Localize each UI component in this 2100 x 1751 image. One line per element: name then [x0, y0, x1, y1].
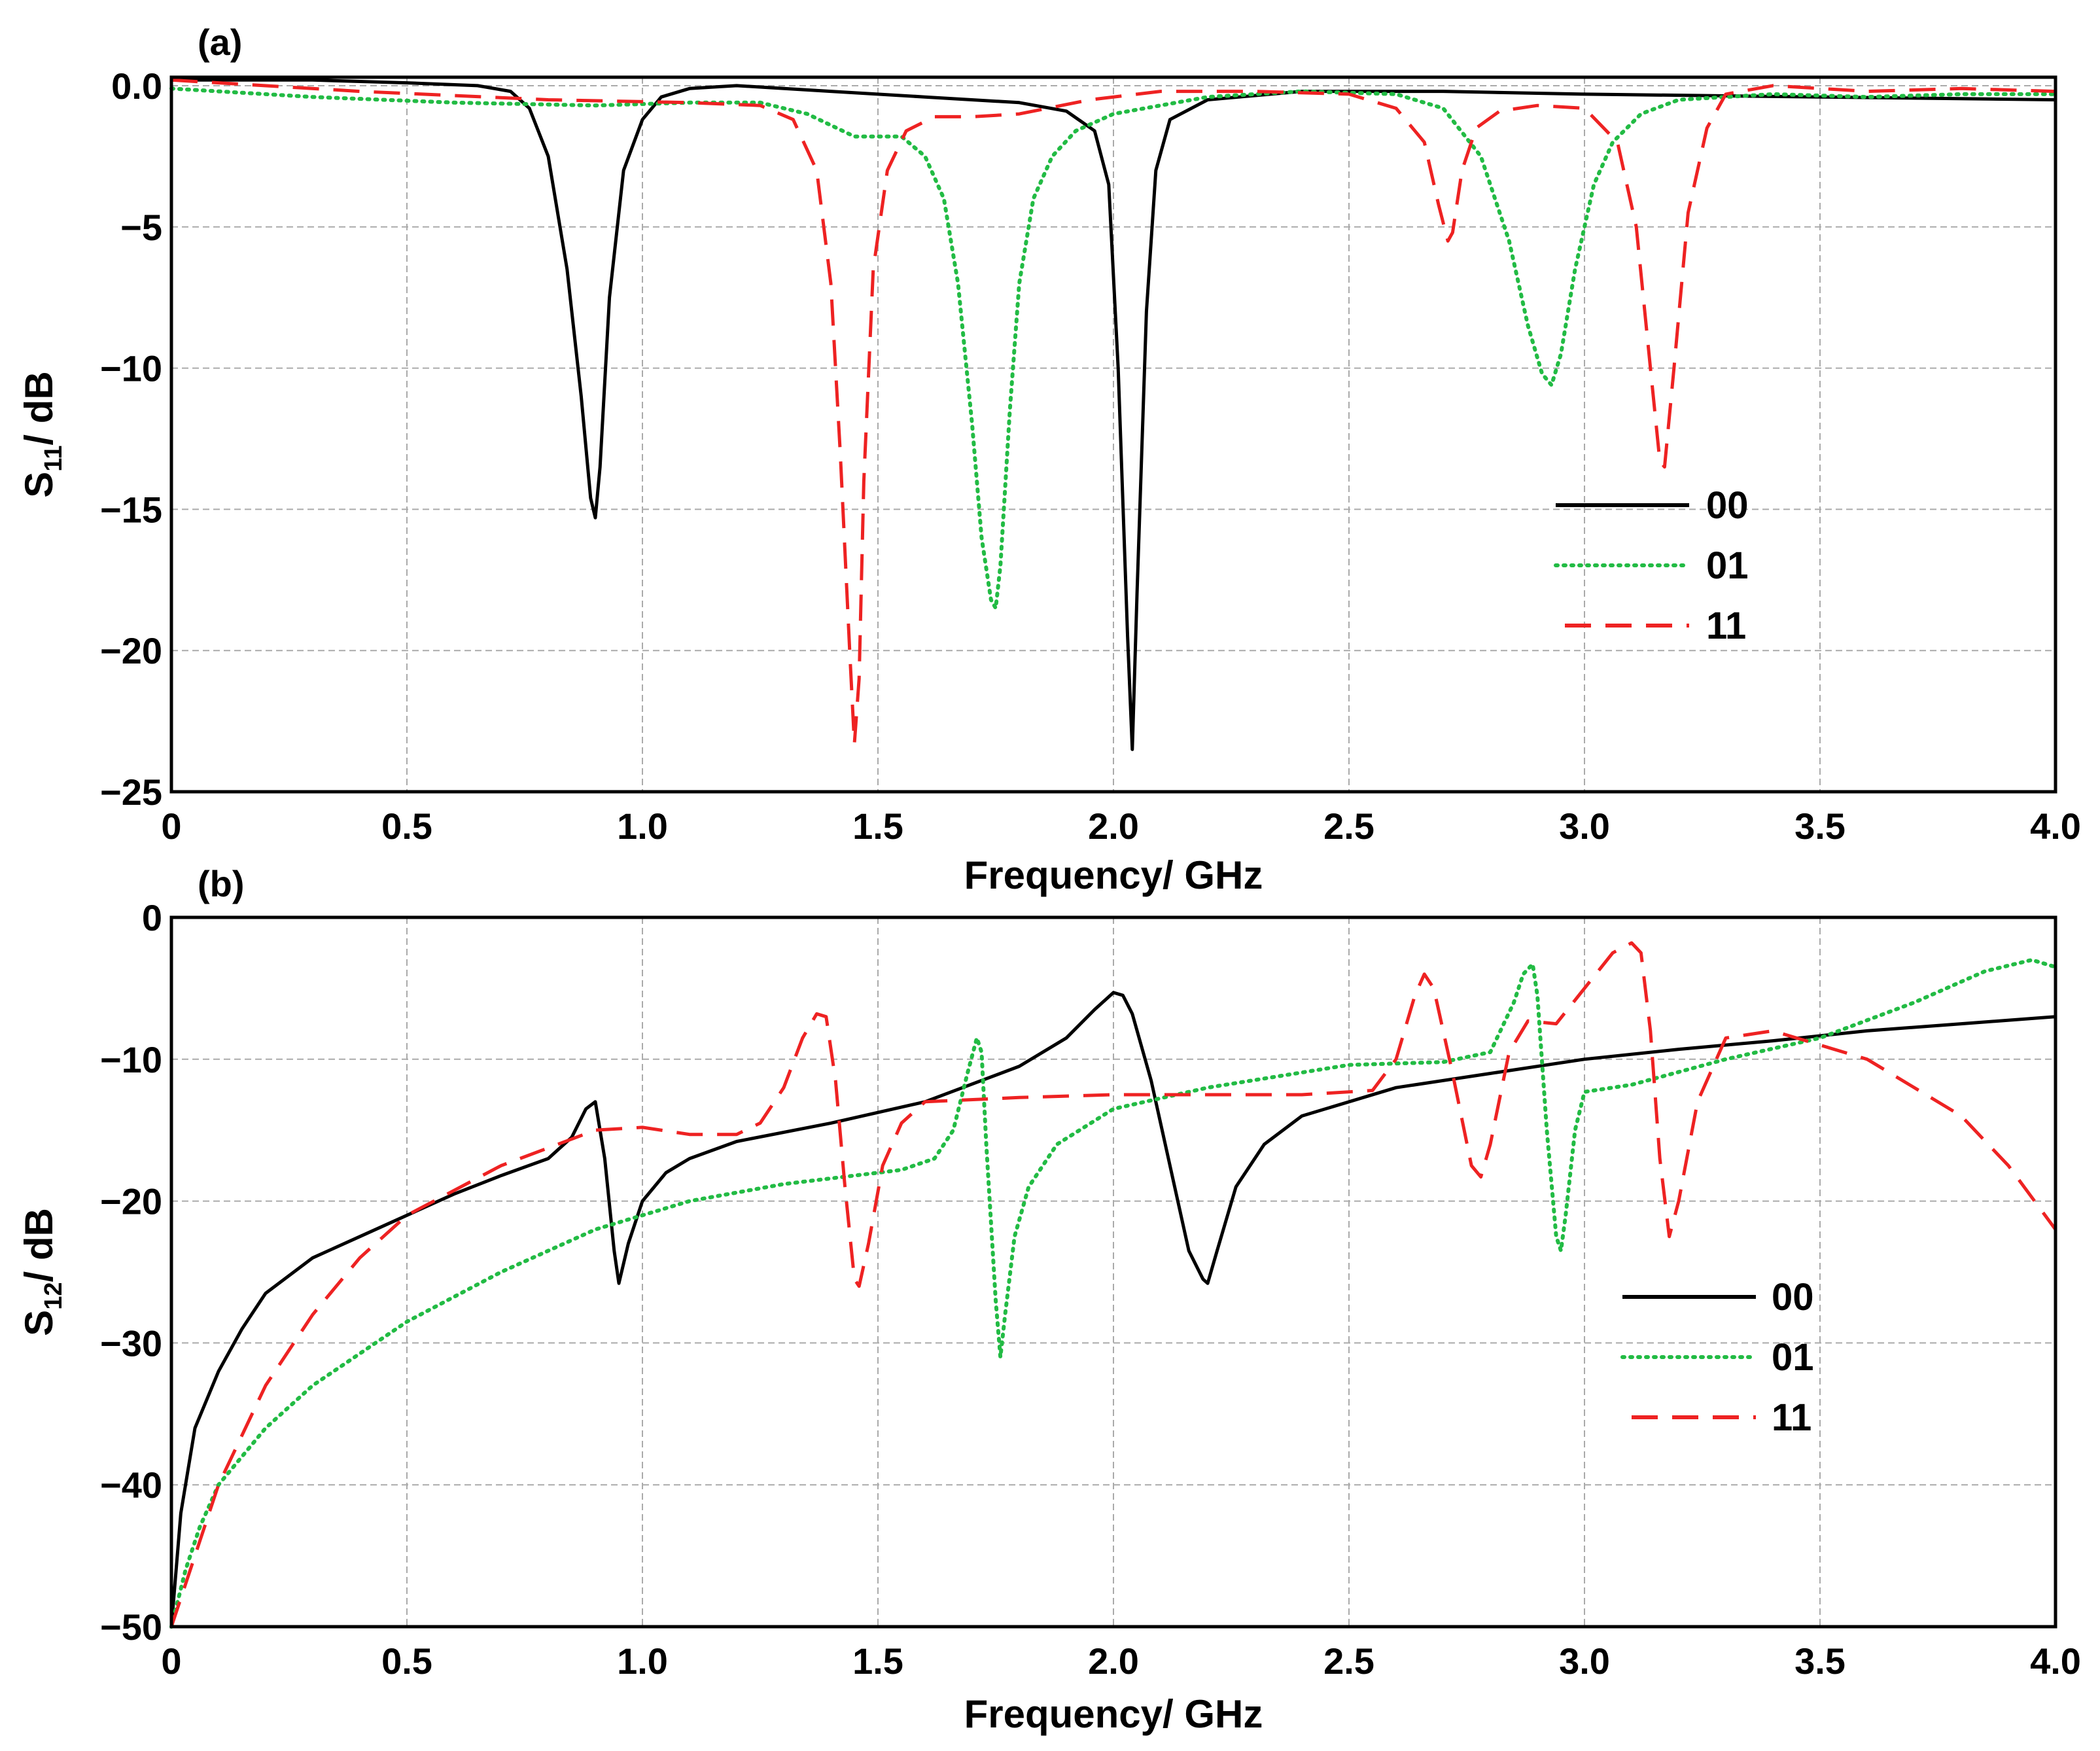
legend-a-label-01: 01	[1706, 544, 1749, 587]
x-tick-label: 3.5	[1794, 805, 1846, 847]
x-tick-label: 2.0	[1088, 805, 1139, 847]
legend-b-item-11: 11	[1632, 1396, 1811, 1439]
x-tick-label: 4.0	[2030, 1640, 2081, 1682]
x-tick-label: 1.0	[617, 1640, 668, 1682]
x-tick-label: 1.5	[852, 805, 903, 847]
y-tick-label: −15	[100, 489, 162, 530]
legend-b-item-00: 00	[1622, 1276, 1814, 1318]
x-tick-label: 0	[161, 805, 181, 847]
panel-b-legend: 00 01 11	[1620, 1276, 1814, 1439]
x-tick-label: 0	[161, 1640, 181, 1682]
x-tick-label: 3.0	[1559, 805, 1610, 847]
panel-a-x-ticks: 0 0.5 1.0 1.5 2.0 2.5 3.0 3.5 4.0	[161, 805, 2081, 847]
y-tick-label: −20	[100, 630, 162, 671]
panel-b-x-ticks: 0 0.5 1.0 1.5 2.0 2.5 3.0 3.5 4.0	[161, 1640, 2081, 1682]
x-tick-label: 0.5	[381, 805, 432, 847]
panel-a-label: (a)	[198, 22, 242, 63]
panel-a-series	[169, 78, 2057, 751]
x-tick-label: 3.5	[1794, 1640, 1846, 1682]
legend-b-label-01: 01	[1772, 1336, 1814, 1379]
panel-b-x-axis-title: Frequency/ GHz	[964, 1692, 1263, 1736]
panel-b: (b) 0 −10 −20 −30 −40 −50 0 0.5 1.0 1.5 2.0 2.5 3.0…	[17, 863, 2081, 1736]
x-tick-label: 2.5	[1323, 805, 1374, 847]
panel-a-legend: 00 01 11	[1554, 484, 1749, 647]
series-line-00	[171, 78, 2056, 751]
panel-a-y-axis-title-main: S	[17, 472, 61, 498]
panel-b-y-axis-title-tail: / dB	[17, 1208, 61, 1282]
panel-b-y-axis-title-sub: 12	[40, 1282, 67, 1310]
legend-a-label-00: 00	[1706, 484, 1749, 527]
panel-b-y-axis-title-main: S	[17, 1310, 61, 1336]
legend-b-label-00: 00	[1772, 1276, 1814, 1318]
panel-b-y-axis-title: S12/ dB	[17, 1208, 67, 1336]
x-tick-label: 2.5	[1323, 1640, 1374, 1682]
panel-a-y-axis-title-sub: 11	[40, 446, 67, 472]
panel-a-y-axis-title: S11/ dB	[17, 371, 67, 498]
x-tick-label: 3.0	[1559, 1640, 1610, 1682]
series-line-01	[169, 958, 2057, 1629]
legend-a-item-01: 01	[1554, 544, 1749, 587]
legend-a-label-11: 11	[1706, 605, 1746, 647]
x-tick-label: 1.0	[617, 805, 668, 847]
legend-b-label-11: 11	[1772, 1396, 1811, 1439]
panel-a-y-axis-title-tail: / dB	[17, 371, 61, 445]
x-tick-label: 2.0	[1088, 1640, 1139, 1682]
y-tick-label: −50	[100, 1606, 162, 1648]
series-line-11	[171, 78, 2056, 746]
legend-a-item-11: 11	[1565, 605, 1746, 647]
y-tick-label: −30	[100, 1322, 162, 1364]
y-tick-label: −5	[120, 207, 162, 248]
x-tick-label: 4.0	[2030, 805, 2081, 847]
y-tick-label: −10	[100, 348, 162, 389]
y-tick-label: −20	[100, 1181, 162, 1222]
panel-b-series	[169, 941, 2057, 1629]
panel-a-x-axis-title: Frequency/ GHz	[964, 853, 1263, 897]
y-tick-label: 0.0	[111, 65, 162, 107]
legend-b-item-01: 01	[1620, 1336, 1814, 1379]
series-line-01	[169, 86, 2057, 610]
panel-a-y-ticks: 0.0 −5 −10 −15 −20 −25	[100, 65, 162, 813]
y-tick-label: −40	[100, 1464, 162, 1506]
y-tick-label: 0	[142, 897, 162, 938]
legend-a-item-00: 00	[1556, 484, 1749, 527]
panel-b-y-ticks: 0 −10 −20 −30 −40 −50	[100, 897, 162, 1648]
panel-b-label: (b)	[198, 863, 245, 904]
y-tick-label: −10	[100, 1039, 162, 1080]
series-line-11	[169, 941, 2057, 1627]
panel-b-frame	[169, 915, 2057, 1629]
panel-a-frame	[169, 75, 2057, 794]
x-tick-label: 0.5	[381, 1640, 432, 1682]
x-tick-label: 1.5	[852, 1640, 903, 1682]
y-tick-label: −25	[100, 771, 162, 813]
panel-a-grid	[171, 77, 2056, 792]
series-line-00	[169, 991, 2056, 1627]
panel-b-grid	[171, 917, 2056, 1627]
panel-a: (a) 0.0 −5 −10 −15 −20 −25 0 0.5 1.0 1.5 2.0 2.5 3.…	[17, 22, 2081, 897]
